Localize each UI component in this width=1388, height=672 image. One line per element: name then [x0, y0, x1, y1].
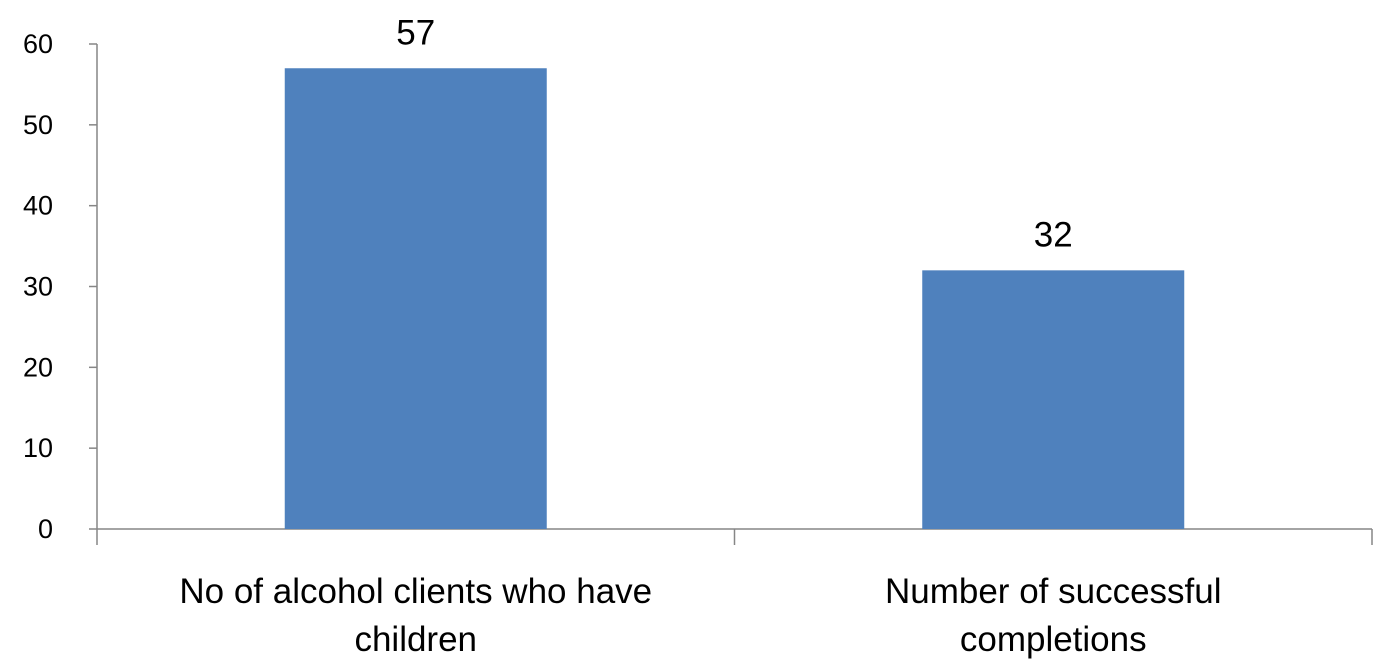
data-labels: 57 32 — [396, 13, 1072, 254]
bar — [922, 270, 1185, 529]
y-tick-label: 0 — [38, 514, 53, 544]
y-tick-label: 10 — [23, 433, 53, 463]
bar-value-label: 57 — [396, 13, 435, 52]
y-tick-label: 50 — [23, 110, 53, 140]
x-axis — [96, 528, 1373, 545]
y-axis: 0 10 20 30 40 50 60 — [23, 29, 98, 544]
category-label-line: No of alcohol clients who have — [179, 572, 652, 611]
bars — [284, 68, 1185, 529]
category-label: Number of successful completions — [885, 572, 1222, 659]
category-labels: No of alcohol clients who have children Nu… — [179, 572, 1221, 659]
y-tick-label: 60 — [23, 29, 53, 59]
category-label: No of alcohol clients who have children — [179, 572, 652, 659]
bar — [284, 68, 547, 529]
y-tick-label: 40 — [23, 191, 53, 221]
bar-value-label: 32 — [1034, 215, 1073, 254]
y-tick-label: 30 — [23, 272, 53, 302]
y-tick-label: 20 — [23, 352, 53, 382]
category-label-line: Number of successful — [885, 572, 1222, 611]
category-label-line: completions — [960, 620, 1147, 659]
category-label-line: children — [354, 620, 477, 659]
